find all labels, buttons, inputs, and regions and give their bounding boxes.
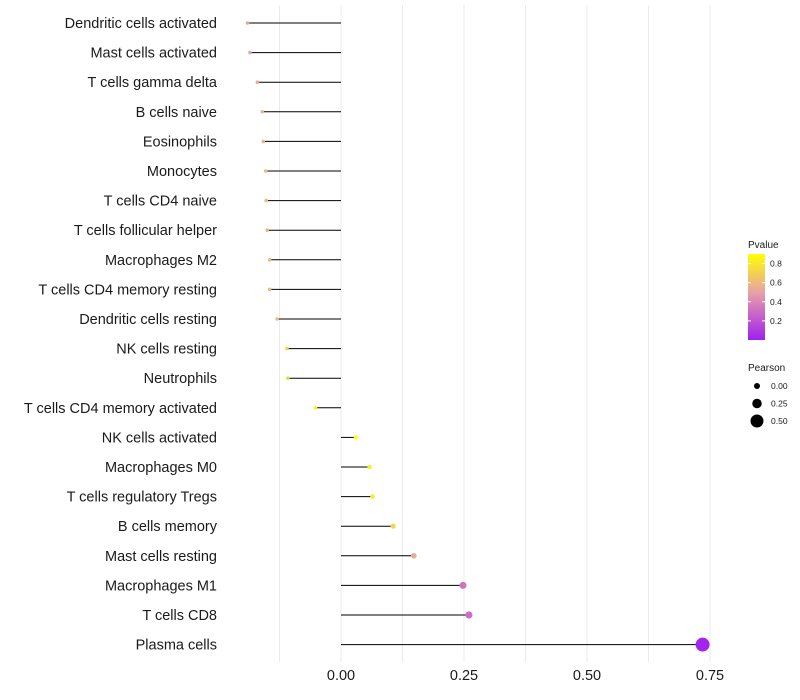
color-tick-label: 0.6 <box>770 278 782 288</box>
segments-layer <box>247 22 703 646</box>
y-axis-labels: Dendritic cells activated Mast cells acti… <box>24 16 218 654</box>
lollipop-point <box>267 287 272 292</box>
size-legend-label: 0.00 <box>771 381 788 391</box>
y-axis-label: T cells CD8 <box>142 608 217 624</box>
y-axis-label: Macrophages M0 <box>105 460 217 476</box>
lollipop-point <box>267 258 272 262</box>
size-legend-entries: 0.00 0.25 0.50 <box>750 381 788 428</box>
points-layer <box>245 21 710 652</box>
y-axis-label: B cells memory <box>118 519 218 535</box>
lollipop-point <box>260 110 265 114</box>
size-legend-dot <box>754 383 760 389</box>
lollipop-point <box>459 581 467 589</box>
lollipop-point <box>263 169 268 173</box>
lollipop-point <box>275 317 279 321</box>
color-tick-label: 0.4 <box>770 297 782 307</box>
color-legend-ticks: 0.8 0.6 0.4 0.2 <box>748 259 782 326</box>
lollipop-point <box>367 464 372 470</box>
color-tick-label: 0.8 <box>770 259 782 269</box>
y-axis-label: Macrophages M1 <box>105 578 217 594</box>
lollipop-point <box>465 611 473 619</box>
lollipop-point <box>286 376 290 381</box>
y-axis-label: NK cells activated <box>102 430 217 446</box>
y-axis-label: Eosinophils <box>143 134 217 150</box>
y-axis-label: Mast cells activated <box>90 46 217 62</box>
lollipop-point <box>353 435 358 440</box>
y-axis-label: T cells follicular helper <box>74 223 217 239</box>
y-axis-label: NK cells resting <box>116 342 217 358</box>
lollipop-point <box>695 637 710 652</box>
y-axis-label: Monocytes <box>147 164 217 180</box>
y-axis-label: T cells CD4 memory activated <box>24 401 217 417</box>
lollipop-point <box>261 139 266 144</box>
color-tick-label: 0.2 <box>770 316 782 326</box>
y-axis-label: Macrophages M2 <box>105 253 217 269</box>
size-legend-dot <box>750 414 764 428</box>
x-tick-label: 0.50 <box>573 668 601 684</box>
x-tick-label: 0.25 <box>450 668 478 684</box>
size-legend-title: Pearson <box>748 363 785 374</box>
color-legend-title: Pvalue <box>748 240 779 251</box>
y-axis-label: Plasma cells <box>136 638 217 654</box>
x-axis-ticks: 0.00 0.25 0.50 0.75 <box>327 668 724 684</box>
y-axis-label: Dendritic cells activated <box>65 16 217 32</box>
y-axis-label: Dendritic cells resting <box>79 312 217 328</box>
y-axis-label: B cells naive <box>136 105 217 121</box>
size-legend-label: 0.50 <box>771 416 788 426</box>
y-axis-label: T cells gamma delta <box>88 75 218 91</box>
lollipop-point <box>265 228 270 232</box>
size-legend-dot <box>752 398 762 409</box>
size-legend-label: 0.25 <box>771 399 788 409</box>
y-axis-label: T cells CD4 memory resting <box>38 282 217 298</box>
lollipop-point <box>248 50 252 55</box>
y-axis-label: T cells CD4 naive <box>104 194 217 210</box>
lollipop-point <box>390 523 396 529</box>
legend: Pvalue 0.8 0.6 0.4 0.2 Pearson 0.00 0.25 0.50 <box>748 240 788 428</box>
lollipop-point <box>264 198 269 203</box>
lollipop-point <box>255 80 260 84</box>
y-axis-label: Neutrophils <box>144 371 217 387</box>
lollipop-point <box>410 552 417 559</box>
grid-layer <box>279 5 711 662</box>
x-tick-label: 0.00 <box>327 668 355 684</box>
x-tick-label: 0.75 <box>696 668 724 684</box>
y-axis-label: Mast cells resting <box>105 549 217 565</box>
lollipop-point <box>245 21 250 25</box>
lollipop-point <box>313 406 318 410</box>
lollipop-point <box>285 346 289 351</box>
y-axis-label: T cells regulatory Tregs <box>67 490 217 506</box>
color-legend-bar <box>748 254 765 340</box>
lollipop-point <box>370 494 375 499</box>
